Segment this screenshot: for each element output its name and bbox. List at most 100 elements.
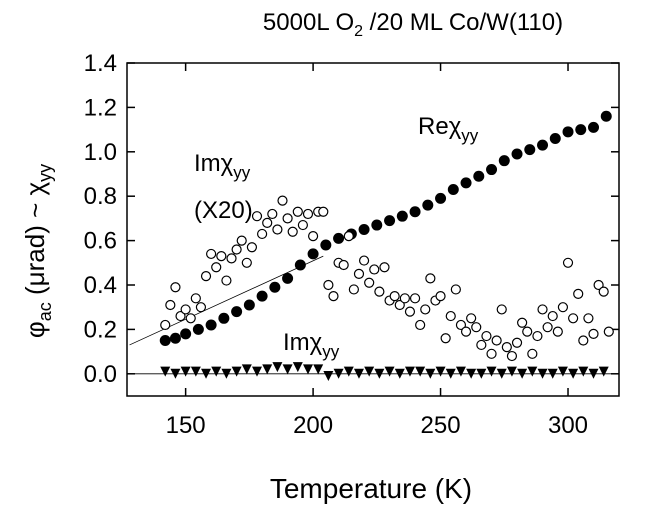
data-point-re xyxy=(575,124,587,136)
data-point-im-x20 xyxy=(578,335,589,346)
data-point-im-x20 xyxy=(573,288,584,299)
data-point-im-x20 xyxy=(160,319,171,331)
data-point-im-x20 xyxy=(251,211,263,222)
data-point-re xyxy=(537,139,549,151)
data-point-im-x20 xyxy=(216,251,227,262)
data-point-im xyxy=(578,366,589,377)
data-point-re xyxy=(218,312,230,324)
data-point-re xyxy=(169,332,181,344)
data-point-im-x20 xyxy=(435,291,446,302)
data-point-im xyxy=(231,366,242,377)
data-point-im-x20 xyxy=(190,293,201,304)
data-point-im xyxy=(404,366,415,377)
data-point-im-x20 xyxy=(537,304,548,315)
series-filled-triangle-down xyxy=(160,362,609,382)
data-point-im-x20 xyxy=(460,326,472,337)
data-point-im xyxy=(496,368,507,379)
data-point-im-x20 xyxy=(496,304,507,315)
data-point-im-x20 xyxy=(241,257,252,268)
data-point-im-x20 xyxy=(231,244,242,255)
data-point-re xyxy=(205,319,217,331)
data-point-im-x20 xyxy=(445,310,456,322)
data-point-im xyxy=(384,366,395,377)
data-point-im-x20 xyxy=(532,330,543,342)
data-point-im xyxy=(466,368,477,379)
reference-lines xyxy=(127,255,619,375)
data-point-re xyxy=(460,177,472,189)
data-point-im-x20 xyxy=(369,264,380,275)
data-point-im-x20 xyxy=(522,326,533,337)
annotation-im: Imχyy xyxy=(283,329,340,361)
data-point-re xyxy=(243,299,255,311)
data-point-im-x20 xyxy=(338,259,349,271)
data-point-im-x20 xyxy=(593,279,604,291)
data-point-im xyxy=(506,366,517,377)
data-point-im-x20 xyxy=(588,328,599,339)
data-point-re xyxy=(511,148,523,160)
x-tick-label: 150 xyxy=(166,412,206,439)
data-point-im-x20 xyxy=(425,273,436,284)
data-point-im-x20 xyxy=(185,313,196,324)
data-point-im-x20 xyxy=(598,286,609,297)
data-point-re xyxy=(333,232,345,244)
data-point-im-x20 xyxy=(343,231,354,242)
data-point-im xyxy=(333,368,344,379)
data-point-im xyxy=(323,371,334,382)
data-point-re xyxy=(549,132,561,144)
data-point-im xyxy=(221,368,232,379)
data-point-im xyxy=(201,368,212,379)
data-point-im-x20 xyxy=(476,339,487,351)
data-point-im xyxy=(455,366,466,377)
data-point-im-x20 xyxy=(318,206,329,217)
data-point-re xyxy=(384,215,396,227)
data-point-re xyxy=(562,126,574,138)
data-point-im-x20 xyxy=(420,304,431,315)
data-point-re xyxy=(358,224,370,235)
data-point-re xyxy=(307,248,319,260)
x-tick-label: 300 xyxy=(548,412,588,439)
data-point-im-x20 xyxy=(348,284,359,295)
data-point-im-x20 xyxy=(262,217,273,228)
data-point-im-x20 xyxy=(328,291,339,302)
data-point-im-x20 xyxy=(257,228,268,240)
data-point-im-x20 xyxy=(466,313,477,324)
data-point-im-x20 xyxy=(440,333,451,344)
series-filled-circle xyxy=(159,110,612,346)
data-point-im xyxy=(252,366,263,377)
data-point-im xyxy=(272,362,283,373)
y-axis-label: φac (μrad) ~ χyy xyxy=(20,164,55,338)
data-point-im-x20 xyxy=(277,195,288,206)
data-point-im xyxy=(262,364,273,375)
data-point-im-x20 xyxy=(542,322,553,333)
data-point-im xyxy=(190,366,201,377)
data-point-im-x20 xyxy=(506,350,518,362)
data-point-re xyxy=(486,164,498,176)
data-point-im-x20 xyxy=(562,257,574,268)
data-point-im xyxy=(598,366,609,377)
annotation-im-x20-scale: (X20) xyxy=(194,197,253,224)
data-point-im xyxy=(435,366,446,377)
data-point-im-x20 xyxy=(287,226,298,237)
data-point-im xyxy=(170,368,181,379)
data-point-im-x20 xyxy=(547,310,558,322)
data-point-im xyxy=(588,368,599,379)
data-point-im xyxy=(476,368,487,379)
data-point-re xyxy=(180,328,192,340)
data-point-re xyxy=(498,155,510,167)
data-point-im xyxy=(517,368,528,379)
data-point-re xyxy=(256,290,268,302)
y-tick-label: 1.0 xyxy=(84,139,117,166)
data-point-im xyxy=(313,364,324,375)
data-point-im-x20 xyxy=(267,208,278,220)
data-point-im xyxy=(364,366,375,377)
data-point-im-x20 xyxy=(394,299,405,311)
data-point-im-x20 xyxy=(557,302,569,313)
data-point-re xyxy=(231,306,243,318)
y-tick-label: 0.0 xyxy=(84,361,117,388)
data-point-re xyxy=(524,144,536,156)
data-point-im-x20 xyxy=(455,319,467,331)
data-point-im-x20 xyxy=(364,277,375,288)
chart-title: 5000L O2 /20 ML Co/W(110) xyxy=(263,9,563,40)
data-point-im-x20 xyxy=(307,231,319,242)
